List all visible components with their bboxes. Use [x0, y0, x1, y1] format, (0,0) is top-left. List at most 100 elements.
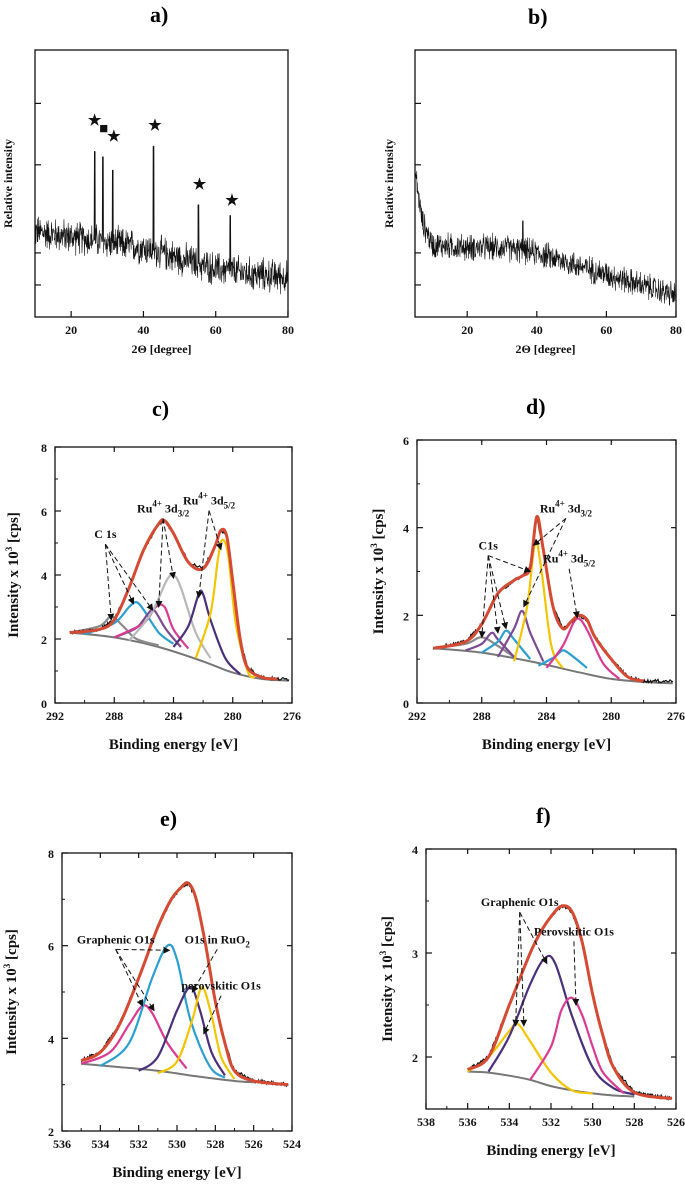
annotation-sub: 5/2	[224, 501, 236, 511]
annotation-text: O1s in RuO	[185, 932, 246, 946]
fit-envelope	[432, 515, 644, 683]
y-axis-label-tail: [cps]	[380, 916, 396, 951]
x-tick-label: 280	[602, 709, 620, 723]
annotation-arrow	[532, 517, 567, 546]
peak-annotation: Graphenic O1s	[77, 932, 155, 946]
annotation-sup: 4+	[558, 549, 568, 559]
annotation-text: Ru	[543, 552, 559, 566]
annotation-text: Graphenic O1s	[77, 932, 155, 946]
chart-b: b) 20 40 60 80 2Θ [degree] Relative intensity	[382, 4, 682, 356]
x-axis-label: Binding energy [eV]	[112, 1165, 241, 1181]
annotation-sub: 2	[245, 939, 250, 949]
y-tick-label: 2	[412, 1051, 418, 1065]
panel-label-d: d)	[526, 394, 546, 419]
annotation-arrow	[488, 555, 532, 573]
x-axis-label: Binding energy [eV]	[486, 1143, 615, 1159]
annotation-arrow	[155, 518, 164, 608]
annotation-sub: 5/2	[584, 559, 596, 569]
chart-e: e) 536 534 532 530 528 526 524 2 4 6 8 Binding energ…	[2, 806, 301, 1181]
annotation-text: Ru	[137, 502, 153, 516]
fit-component	[496, 609, 545, 662]
y-axis-label-sup: 3	[378, 950, 388, 955]
annotation-rest: 3d	[565, 501, 581, 515]
y-tick-label: 2	[48, 1125, 54, 1139]
x-axis-label: Binding energy [eV]	[109, 737, 238, 753]
peak-annotation: Graphenic O1s	[481, 895, 559, 909]
x-tick-label: 288	[473, 709, 491, 723]
annotation-arrow	[487, 555, 509, 630]
x-tick-label: 80	[282, 323, 294, 337]
annotation-arrow	[203, 995, 222, 1035]
panel-label-a: a)	[150, 2, 168, 27]
y-tick-label: 0	[41, 697, 47, 711]
fit-component	[80, 1004, 188, 1070]
y-axis-label-tail: [cps]	[371, 509, 387, 544]
annotation-text: Ru	[540, 501, 556, 515]
fit-component	[172, 589, 242, 675]
peak-annotation: Ru4+ 3d3/2	[540, 498, 593, 518]
x-tick-label: 528	[625, 1115, 643, 1129]
y-tick-label: 8	[41, 441, 47, 455]
fit-component	[128, 573, 212, 659]
annotation-arrow	[162, 518, 176, 580]
peak-marker-icon: ★	[107, 129, 121, 145]
x-tick-label: 20	[461, 323, 473, 337]
fit-component	[99, 943, 226, 1079]
chart-d: d) 292 288 284 280 276 0 2 4 6 Binding energy [eV]…	[369, 394, 685, 753]
fit-envelope	[466, 904, 673, 1101]
annotation-arrow	[208, 510, 223, 551]
fit-component	[545, 617, 621, 680]
annotation-sup: 4+	[152, 499, 162, 509]
x-tick-label: 534	[91, 1137, 109, 1151]
annotation-arrow	[104, 544, 115, 621]
annotation-rest: 3d	[568, 552, 584, 566]
y-axis-label: Intensity x 103 [cps]	[2, 929, 20, 1055]
x-tick-label: 40	[531, 323, 543, 337]
panel-label-c: c)	[152, 396, 169, 421]
y-axis-label-main: Intensity x 10	[6, 551, 22, 638]
y-axis-label: Relative intensity	[382, 139, 396, 228]
annotation-arrow	[523, 518, 567, 608]
x-tick-label: 40	[137, 323, 149, 337]
diffractogram-trace	[414, 157, 677, 307]
x-tick-label: 284	[165, 709, 183, 723]
y-axis-label-tail: [cps]	[6, 512, 22, 547]
y-axis-label-main: Relative intensity	[1, 139, 15, 228]
annotation-text: perovskitic O1s	[181, 979, 261, 993]
y-axis-label: Relative intensity	[1, 139, 15, 228]
x-tick-label: 276	[283, 709, 301, 723]
annotation-text: Perovskitic O1s	[534, 924, 614, 938]
annotation-arrow	[519, 912, 528, 1027]
x-tick-label: 530	[168, 1137, 186, 1151]
annotation-text: C 1s	[94, 527, 117, 541]
peak-annotation: Perovskitic O1s	[534, 924, 614, 938]
y-tick-label: 6	[41, 505, 47, 519]
panel-label-b: b)	[528, 4, 548, 29]
y-tick-label: 2	[403, 609, 409, 623]
x-tick-label: 60	[600, 323, 612, 337]
x-tick-label: 284	[538, 709, 556, 723]
y-axis-label-main: Intensity x 10	[380, 955, 396, 1042]
background-line	[81, 1062, 254, 1084]
x-tick-label: 532	[542, 1115, 560, 1129]
plot-frame-a	[34, 49, 289, 318]
y-tick-label: 4	[412, 843, 418, 857]
x-tick-label: 536	[459, 1115, 477, 1129]
annotation-sup: 4+	[198, 491, 208, 501]
x-tick-label: 20	[65, 323, 77, 337]
y-tick-label: 6	[403, 434, 409, 448]
fit-envelope	[69, 518, 278, 681]
x-tick-label: 538	[417, 1115, 435, 1129]
x-tick-label: 528	[206, 1137, 224, 1151]
peak-annotation: Ru4+ 3d3/2	[137, 499, 190, 519]
annotation-text: C1s	[479, 539, 499, 553]
x-tick-label: 530	[584, 1115, 602, 1129]
x-tick-label: 526	[667, 1115, 685, 1129]
annotation-arrow	[115, 946, 171, 954]
x-tick-label: 292	[46, 709, 64, 723]
annotation-text: Ru	[183, 494, 199, 508]
annotation-arrow	[519, 911, 548, 965]
annotation-sub: 3/2	[581, 508, 593, 518]
background-line	[467, 1070, 635, 1098]
x-tick-label: 276	[667, 709, 685, 723]
